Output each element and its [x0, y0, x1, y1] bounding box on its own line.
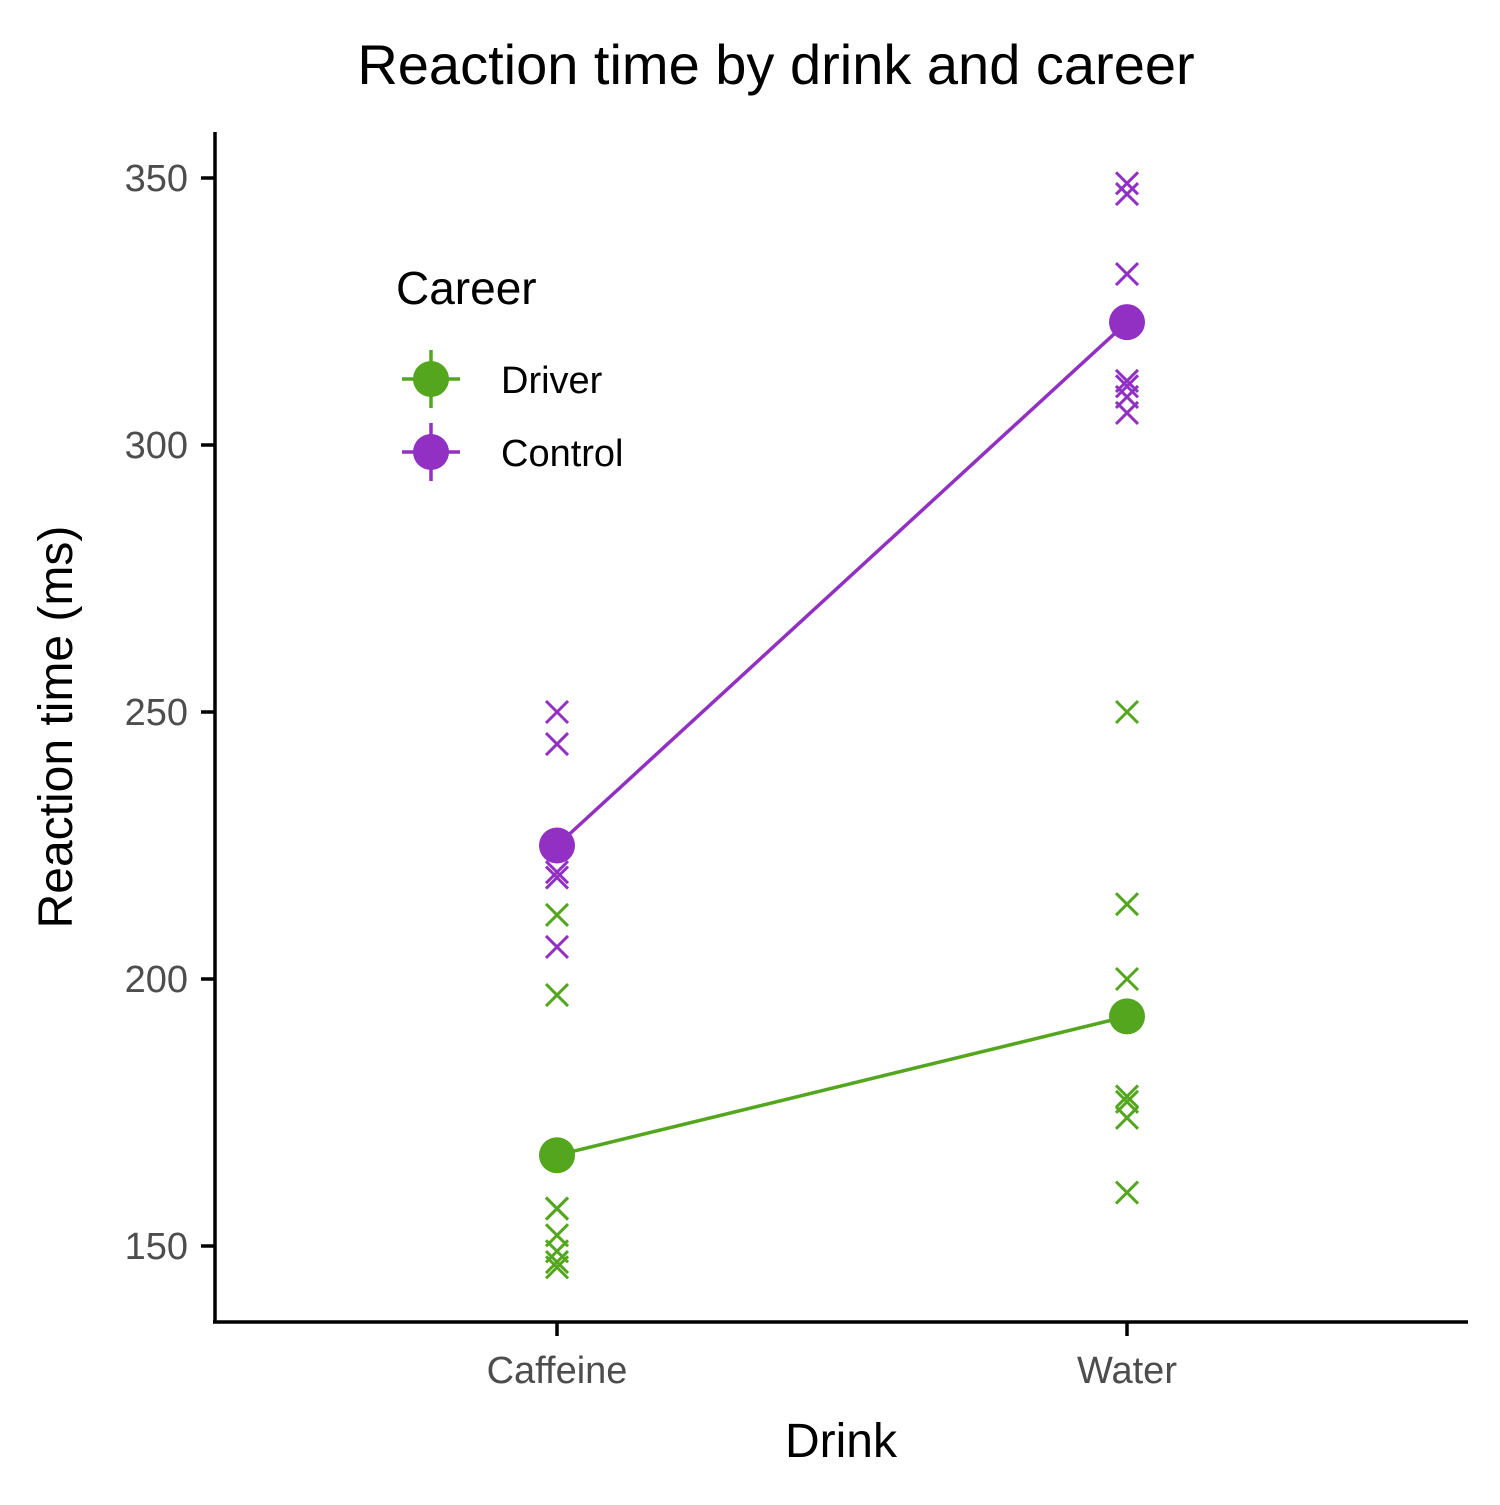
y-axis-ticks: 150 200 250 300 350	[125, 158, 215, 1268]
legend-item-control: Control	[402, 423, 624, 481]
legend-label: Driver	[501, 360, 603, 402]
observation-point	[1114, 966, 1140, 992]
y-tick-label: 150	[125, 1226, 188, 1268]
observation-point	[544, 902, 570, 927]
y-tick-label: 250	[125, 692, 188, 734]
y-tick-label: 200	[125, 959, 188, 1001]
legend: Career Driver Control	[396, 262, 624, 481]
observation-point	[1114, 400, 1140, 426]
observation-point	[544, 699, 570, 725]
legend-label: Control	[501, 433, 624, 475]
legend-key-point	[413, 434, 449, 470]
observation-point	[1114, 1105, 1140, 1130]
observation-point	[544, 934, 570, 960]
observation-point	[1114, 171, 1140, 196]
mean-point	[1109, 304, 1145, 341]
x-axis-title: Drink	[785, 1415, 898, 1468]
y-tick-label: 350	[125, 158, 188, 200]
observation-point	[1114, 262, 1140, 287]
observation-point	[1114, 181, 1140, 207]
mean-point	[1109, 998, 1145, 1035]
observation-point	[544, 865, 570, 890]
observation-point	[1114, 892, 1140, 917]
observation-point	[544, 1249, 570, 1275]
legend-key-point	[413, 361, 449, 397]
legend-title: Career	[396, 262, 537, 314]
y-axis-title: Reaction time (ms)	[30, 526, 83, 929]
legend-item-driver: Driver	[402, 350, 603, 408]
observation-point	[1114, 699, 1140, 725]
x-tick-label: Water	[1077, 1350, 1177, 1392]
observation-point	[1114, 374, 1140, 399]
observation-point	[544, 860, 570, 885]
chart-title: Reaction time by drink and career	[357, 33, 1194, 96]
y-tick-label: 300	[125, 425, 188, 467]
observation-point	[1114, 1180, 1140, 1205]
mean-line	[555, 320, 1129, 847]
series-driver	[539, 699, 1145, 1280]
observation-point	[544, 1255, 570, 1280]
mean-point	[539, 827, 575, 864]
legend-items: Driver Control	[402, 350, 624, 481]
x-tick-label: Caffeine	[487, 1350, 628, 1392]
mean-point	[539, 1137, 575, 1174]
x-axis-ticks: Caffeine Water	[487, 1322, 1177, 1392]
observation-point	[544, 982, 570, 1008]
mean-line	[556, 1014, 1128, 1157]
observation-point	[544, 1196, 570, 1221]
plot-area	[539, 171, 1145, 1280]
observation-point	[544, 731, 570, 757]
observation-point	[1114, 1084, 1140, 1109]
series-control	[539, 171, 1145, 960]
